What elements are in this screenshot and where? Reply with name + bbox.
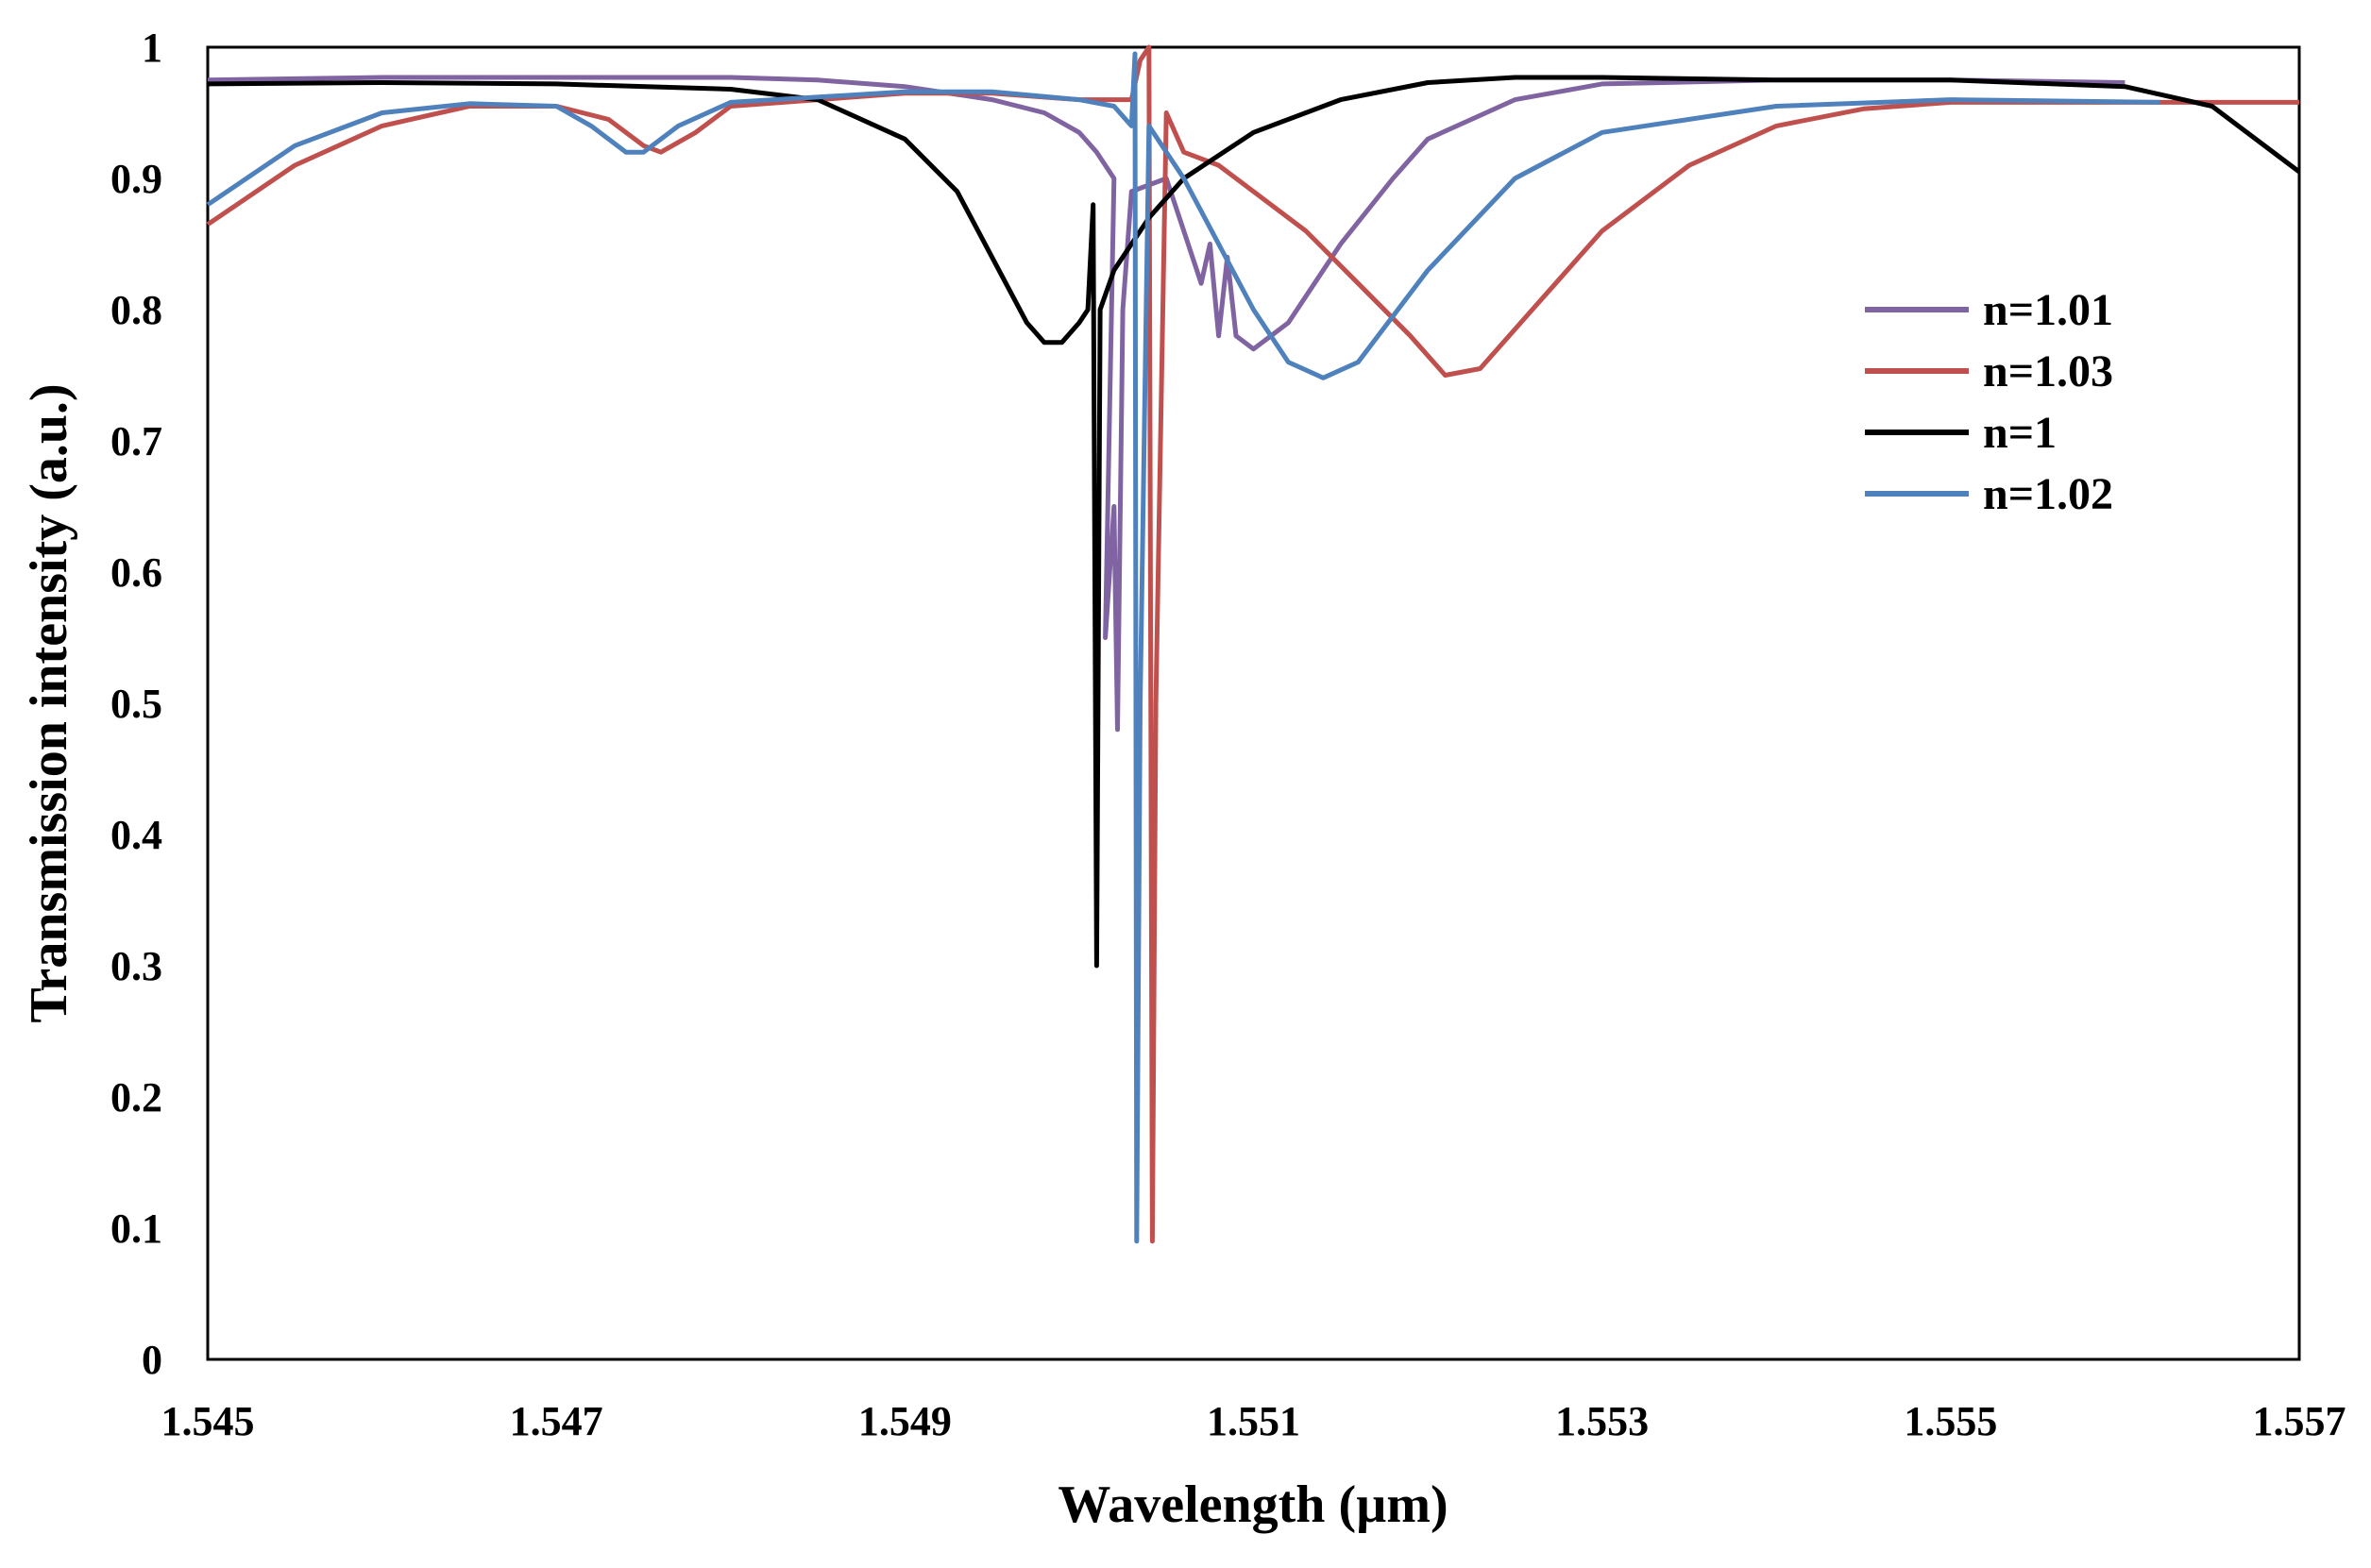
- x-tick-label: 1.553: [1555, 1398, 1649, 1444]
- y-axis-title: Transmission intensity (a.u.): [20, 383, 78, 1022]
- y-tick-label: 0.1: [110, 1206, 162, 1252]
- legend-label-n=1.03: n=1.03: [1983, 346, 2113, 396]
- series-layer: [206, 44, 2301, 1244]
- legend-label-n=1: n=1: [1983, 408, 2057, 458]
- y-tick-label: 1: [142, 25, 162, 71]
- x-axis-title: Wavelength (µm): [1058, 1475, 1448, 1534]
- x-tick-label: 1.547: [510, 1398, 603, 1444]
- x-tick-label: 1.549: [858, 1398, 952, 1444]
- y-tick-label: 0: [142, 1337, 162, 1383]
- x-tick-label: 1.545: [161, 1398, 255, 1444]
- legend: n=1.01 n=1.03 n=1 n=1.02: [1865, 285, 2113, 519]
- x-tick-label: 1.555: [1904, 1398, 1997, 1444]
- y-tick-label: 0.3: [110, 943, 162, 989]
- x-tick-label: 1.551: [1207, 1398, 1300, 1444]
- y-tick-label: 0.9: [110, 156, 162, 202]
- y-tick-label: 0.8: [110, 287, 162, 333]
- legend-label-n=1.02: n=1.02: [1983, 469, 2113, 519]
- y-axis: 0 0.1 0.2 0.3 0.4 0.5 0.6 0.7 0.8 0.9 1: [110, 25, 162, 1383]
- y-tick-label: 0.7: [110, 418, 162, 464]
- y-tick-label: 0.2: [110, 1074, 162, 1121]
- series-line-n=1.03: [206, 44, 2299, 1244]
- y-tick-label: 0.5: [110, 681, 162, 727]
- x-tick-label: 1.557: [2253, 1398, 2346, 1444]
- plot-area: [206, 45, 2301, 1361]
- y-tick-label: 0.4: [110, 812, 162, 858]
- y-tick-label: 0.6: [110, 549, 162, 596]
- series-line-n=1: [207, 75, 2301, 969]
- series-line-n=1.02: [206, 51, 2160, 1244]
- legend-label-n=1.01: n=1.01: [1983, 285, 2113, 335]
- x-axis: 1.545 1.547 1.549 1.551 1.553 1.555 1.557: [161, 1398, 2346, 1444]
